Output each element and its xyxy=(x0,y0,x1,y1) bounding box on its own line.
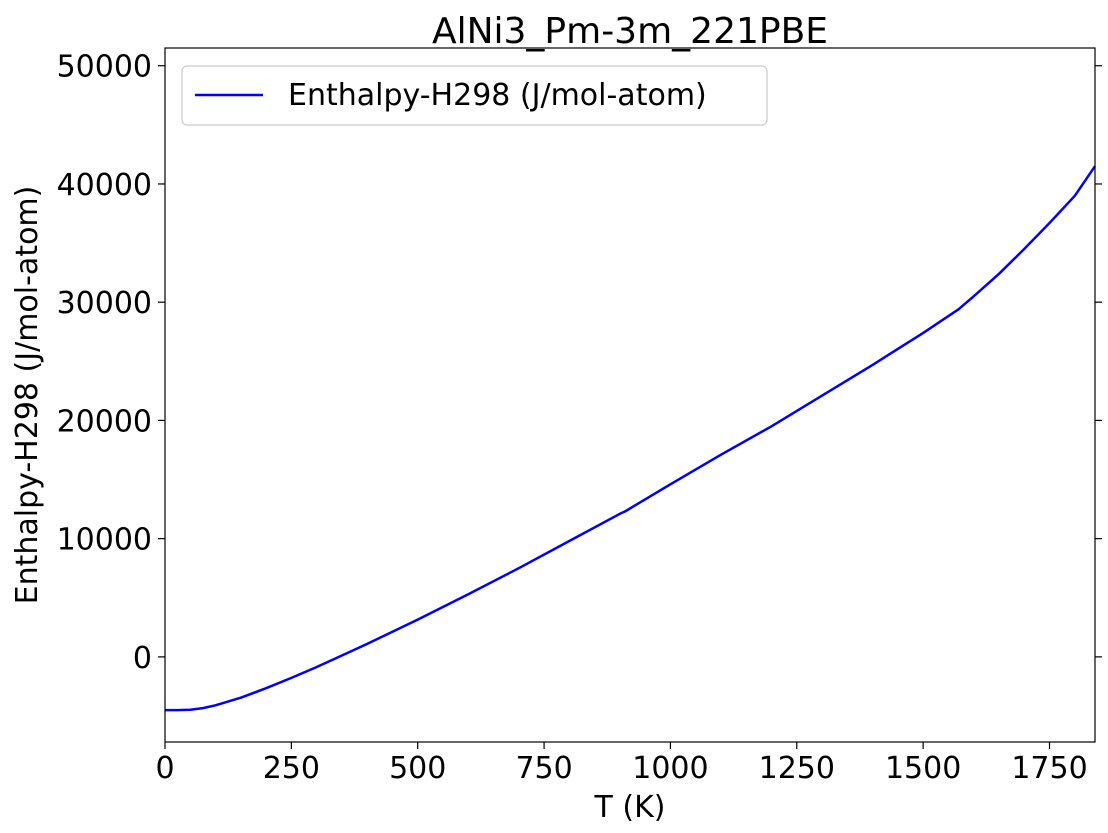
y-tick-label: 30000 xyxy=(57,286,152,321)
chart-title: AlNi3_Pm-3m_221PBE xyxy=(432,11,828,52)
y-tick-label: 20000 xyxy=(57,404,152,439)
x-tick-label: 1500 xyxy=(885,751,961,786)
x-tick-label: 250 xyxy=(263,751,320,786)
y-tick-label: 40000 xyxy=(57,168,152,203)
y-axis-ticks: 0 10000 20000 30000 40000 50000 xyxy=(57,50,1102,676)
x-tick-label: 1750 xyxy=(1011,751,1087,786)
x-tick-label: 500 xyxy=(389,751,446,786)
y-tick-label: 0 xyxy=(133,641,152,676)
x-tick-label: 1000 xyxy=(632,751,708,786)
legend-box xyxy=(181,65,768,126)
legend: Enthalpy-H298 (J/mol-atom) xyxy=(181,65,768,126)
x-tick-label: 0 xyxy=(155,751,174,786)
x-axis-label: T (K) xyxy=(594,790,666,825)
x-tick-label: 1250 xyxy=(759,751,835,786)
series-line-enthalpy xyxy=(165,165,1097,712)
x-tick-label: 750 xyxy=(515,751,572,786)
y-tick-label: 50000 xyxy=(57,50,152,85)
y-axis-label: Enthalpy-H298 (J/mol-atom) xyxy=(10,186,45,605)
plot-frame xyxy=(164,47,1096,743)
legend-label: Enthalpy-H298 (J/mol-atom) xyxy=(288,78,707,113)
y-tick-label: 10000 xyxy=(57,523,152,558)
x-axis-ticks: 0 250 500 750 1000 1250 1500 1750 xyxy=(155,742,1088,786)
